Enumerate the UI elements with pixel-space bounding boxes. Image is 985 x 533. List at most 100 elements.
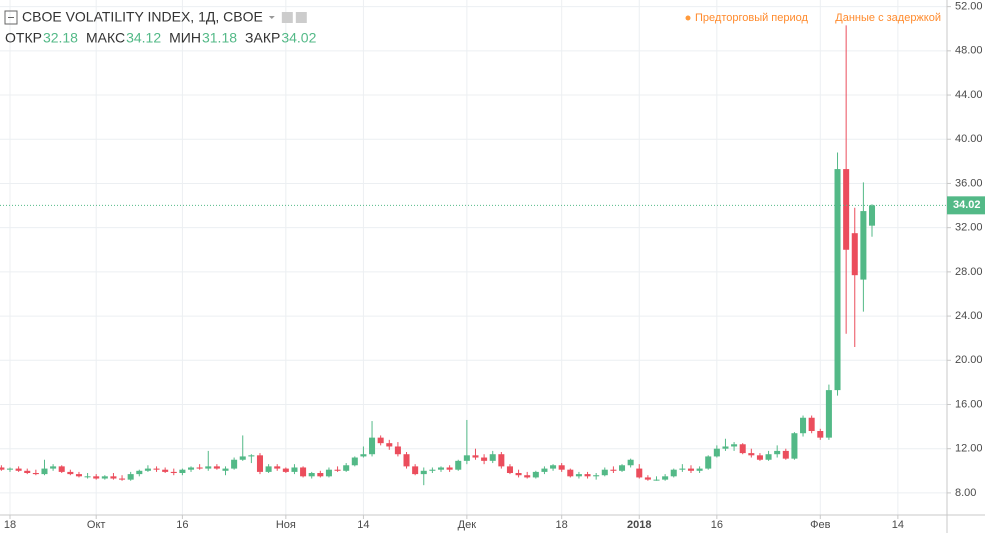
candle-body — [32, 473, 39, 475]
candle-body — [506, 466, 513, 474]
candle-body — [713, 448, 720, 457]
candle-body — [481, 457, 488, 461]
x-tick-label: 2018 — [627, 519, 651, 531]
candle-body — [679, 468, 686, 470]
source-icon[interactable] — [295, 12, 307, 23]
candle-body — [774, 450, 781, 455]
candle-body — [584, 474, 591, 477]
session-note: Предторговый период — [695, 12, 809, 24]
x-tick-label: 16 — [176, 519, 188, 531]
candle-body — [0, 467, 5, 470]
dropdown-arrow[interactable] — [268, 16, 275, 19]
candle-body — [222, 468, 229, 471]
x-tick-label: 16 — [711, 519, 723, 531]
y-tick-label: 16.00 — [955, 398, 983, 410]
candle-body — [343, 465, 350, 471]
grid — [0, 0, 947, 515]
candle-body — [662, 476, 669, 480]
x-tick-label: Фев — [810, 519, 830, 531]
candle-body — [739, 444, 746, 454]
ohlc-value: 32.18 — [43, 30, 78, 46]
candle-body — [291, 467, 298, 472]
ohlc-legend: ОТКР 32.18 МАКС 34.12 МИН 31.18 ЗАКР 34.02 — [5, 30, 317, 46]
ohlc-value: 31.18 — [202, 30, 237, 46]
chart-title: CBOE VOLATILITY INDEX, 1Д, CBOE — [22, 9, 263, 25]
candle-body — [420, 470, 427, 475]
candle-body — [463, 455, 470, 461]
candle-body — [265, 466, 272, 472]
candle-body — [50, 466, 57, 469]
candle-body — [782, 450, 789, 459]
candle-body — [6, 468, 14, 470]
candle-body — [446, 467, 453, 470]
x-tick-label: Дек — [458, 519, 477, 531]
y-tick-label: 40.00 — [955, 133, 983, 145]
candle-body — [593, 475, 600, 477]
candle-body — [455, 460, 462, 470]
candle-body — [558, 465, 565, 470]
candle-body — [748, 453, 755, 456]
candle-body — [515, 473, 522, 476]
candle-body — [386, 443, 393, 447]
candle-body — [800, 417, 807, 434]
candle-body — [282, 468, 289, 472]
candle-body — [93, 476, 100, 479]
candle-body — [627, 459, 634, 466]
candle-body — [110, 476, 117, 479]
candle-body — [325, 469, 332, 477]
candle-body — [403, 454, 410, 467]
candle-body — [610, 469, 617, 471]
y-tick-label: 44.00 — [955, 89, 983, 101]
settings-icon[interactable] — [281, 12, 293, 23]
candle-body — [851, 233, 858, 276]
candle-body — [437, 467, 445, 470]
candle-body — [15, 468, 22, 471]
candle-body — [705, 456, 712, 469]
candle-body — [653, 479, 660, 481]
candle-body — [843, 169, 850, 250]
candle-body — [231, 459, 238, 469]
candle-body — [524, 475, 531, 478]
ohlc-label: ОТКР — [5, 30, 42, 46]
candle-body — [274, 466, 281, 469]
candle-body — [334, 469, 341, 471]
candle-body — [213, 466, 220, 469]
candle-body — [670, 469, 677, 477]
candle-body — [144, 468, 151, 471]
candle-body — [722, 446, 729, 449]
ohlc-label: ЗАКР — [245, 30, 280, 46]
status-dot — [685, 15, 691, 21]
ohlc-value: 34.02 — [281, 30, 316, 46]
candle-body — [498, 454, 505, 467]
candle-body — [817, 431, 824, 438]
candle-body — [532, 471, 539, 478]
x-tick-label: 18 — [4, 519, 16, 531]
candle-body — [41, 468, 48, 475]
candle-body — [24, 470, 31, 474]
x-tick-label: Ноя — [276, 519, 296, 531]
candle-body — [696, 468, 703, 471]
collapse-icon[interactable] — [4, 10, 18, 25]
candle-body — [101, 476, 108, 479]
last-price-label: 34.02 — [953, 199, 981, 211]
candle-body — [205, 466, 212, 469]
last-price-box — [947, 196, 985, 215]
ohlc-label: МИН — [169, 30, 201, 46]
candle-body — [567, 469, 574, 477]
candle-body — [308, 473, 315, 477]
candle-body — [84, 476, 91, 478]
candle-body — [119, 478, 126, 480]
y-tick-label: 32.00 — [955, 222, 983, 234]
candle-body — [489, 454, 496, 461]
y-tick-label: 24.00 — [955, 310, 983, 322]
candle-body — [136, 470, 143, 475]
y-tick-label: 48.00 — [955, 45, 983, 57]
candle-body — [239, 456, 246, 460]
candle-body — [394, 446, 401, 455]
y-tick-label: 28.00 — [955, 266, 983, 278]
candle-body — [636, 468, 643, 478]
y-tick-label: 36.00 — [955, 177, 983, 189]
ohlc-label: МАКС — [86, 30, 125, 46]
y-tick-label: 12.00 — [955, 443, 983, 455]
